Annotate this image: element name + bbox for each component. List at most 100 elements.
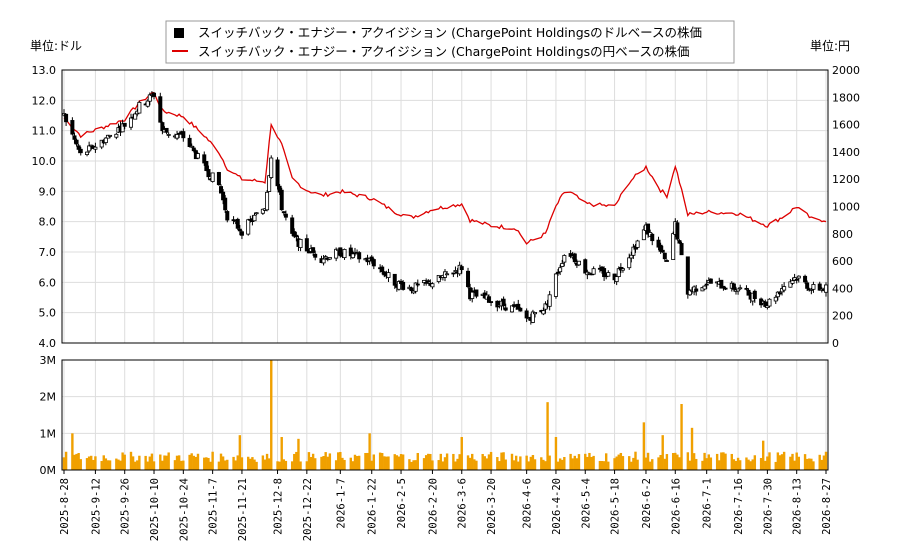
volume-bar: [636, 459, 639, 470]
volume-bar: [592, 455, 595, 470]
volume-bar: [108, 460, 112, 470]
volume-bar: [793, 460, 796, 470]
x-tick-label: 2025-12-22: [302, 478, 314, 541]
candle-body: [602, 268, 607, 278]
volume-bar: [355, 456, 359, 470]
volume-bar: [753, 455, 757, 470]
candle-body: [85, 151, 90, 155]
volume-bar: [399, 454, 403, 470]
volume-bar: [343, 459, 346, 470]
volume-bar: [782, 451, 786, 470]
volume-bar: [351, 461, 355, 470]
volume-bar: [812, 461, 815, 470]
candle-body: [78, 148, 83, 154]
candle-body: [137, 101, 142, 114]
candle-body: [453, 270, 458, 273]
candle-body: [74, 139, 79, 145]
x-tick-label: 2026-7-30: [762, 478, 774, 535]
volume-bar: [129, 451, 133, 470]
volume-bar: [282, 459, 286, 470]
candle-body: [533, 312, 538, 315]
volume-bar: [577, 454, 581, 470]
candle-body: [731, 283, 736, 290]
volume-bar: [705, 458, 708, 470]
volume-bar: [429, 453, 432, 470]
candle-body: [269, 157, 274, 178]
candle-body: [796, 275, 801, 279]
right-tick-label: 1000: [832, 201, 860, 214]
candle-body: [265, 191, 270, 211]
volume-bar: [692, 453, 696, 470]
volume-bar: [284, 460, 288, 470]
left-tick-label: 6.0: [39, 276, 57, 289]
volume-bar: [766, 456, 769, 470]
volume-bar: [297, 438, 300, 470]
volume-bar: [92, 459, 95, 470]
volume-bar: [106, 460, 110, 470]
candle-body: [723, 287, 728, 290]
volume-bar: [253, 459, 256, 470]
volume-bar: [219, 453, 223, 470]
volume-bar: [680, 404, 683, 470]
candle-body: [187, 137, 192, 148]
volume-bar: [569, 453, 572, 470]
volume-bar: [380, 453, 384, 470]
volume-bar: [738, 460, 742, 470]
volume-bar: [148, 456, 152, 470]
candle-body: [424, 282, 429, 284]
volume-bar: [644, 457, 648, 470]
candle-body: [767, 298, 772, 307]
volume-bar: [751, 459, 754, 470]
volume-bar: [94, 456, 97, 470]
right-tick-label: 400: [832, 282, 853, 295]
volume-bar: [630, 461, 633, 470]
volume-bar: [489, 451, 493, 470]
candle-body: [392, 273, 397, 286]
volume-bar: [500, 452, 503, 470]
candle-body: [524, 310, 529, 319]
volume-bar: [90, 455, 93, 470]
candle-body: [486, 296, 491, 303]
volume-bar: [307, 452, 311, 470]
candle-body: [746, 289, 751, 296]
volume-bar: [688, 460, 692, 470]
volume-bar: [188, 454, 191, 470]
volume-bar: [372, 454, 376, 470]
volume-bar: [791, 453, 794, 470]
candle-body: [744, 287, 749, 290]
x-tick-label: 2026-6-2: [641, 478, 653, 529]
candle-body: [708, 278, 713, 284]
volume-bar: [466, 455, 470, 470]
price-left-axis: 4.0 5.0 6.0 7.0 8.0 9.0 10.0 11.0 12.0 13.0: [32, 64, 57, 350]
volume-bar: [211, 451, 214, 470]
candle-body: [371, 259, 376, 267]
volume-bar: [818, 454, 821, 470]
volume-bars: [62, 360, 828, 470]
volume-bar: [353, 454, 357, 470]
candle-body: [803, 275, 808, 283]
volume-bar: [77, 452, 80, 470]
candle-body: [694, 288, 699, 292]
volume-bar: [207, 457, 210, 470]
volume-bar: [383, 456, 386, 470]
left-tick-label: 10.0: [32, 155, 57, 168]
volume-bar: [117, 459, 120, 470]
candle-body: [145, 100, 150, 107]
x-tick-label: 2026-8-13: [792, 478, 804, 535]
candle-body: [396, 281, 401, 290]
volume-bar: [136, 460, 139, 470]
volume-bar: [778, 455, 782, 470]
volume-bar: [808, 458, 811, 470]
volume-bar: [678, 457, 681, 470]
candle-body: [650, 233, 655, 242]
volume-bar: [196, 453, 200, 470]
volume-bar: [485, 458, 489, 470]
candle-body: [704, 283, 709, 286]
candle-body: [794, 278, 799, 281]
volume-bar: [393, 454, 396, 470]
volume-bar: [496, 457, 499, 470]
candle-body: [777, 292, 782, 295]
volume-bar: [311, 453, 315, 470]
volume-bar: [278, 461, 281, 470]
candle-body: [635, 240, 640, 248]
